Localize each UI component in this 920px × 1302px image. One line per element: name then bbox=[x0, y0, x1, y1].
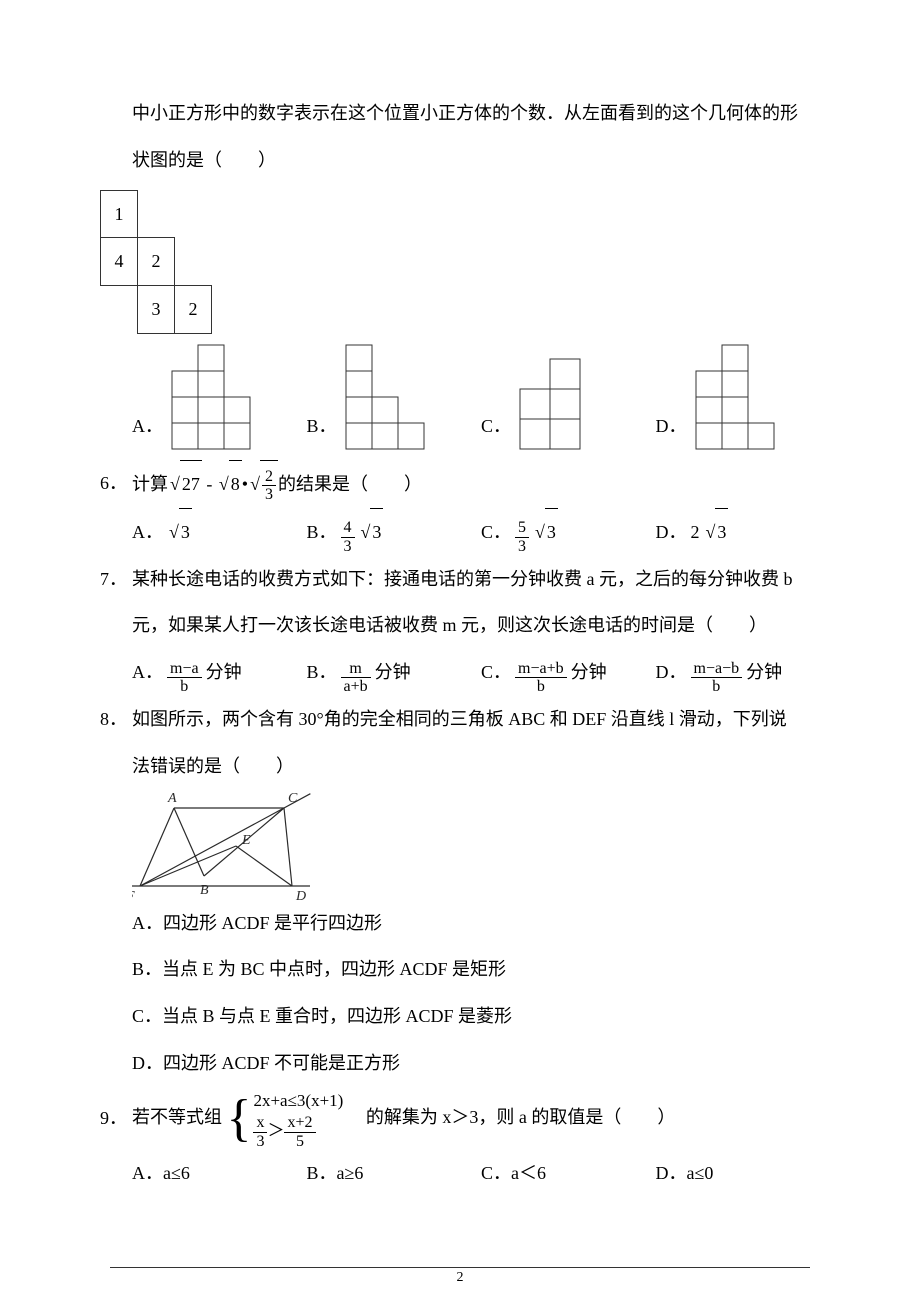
q8-opt-b: B．当点 E 为 BC 中点时，四边形 ACDF 是矩形 bbox=[100, 946, 820, 993]
q7-opt-a: A．m−ab分钟 bbox=[132, 649, 297, 696]
svg-text:E: E bbox=[241, 833, 251, 848]
q5-shape-c bbox=[519, 358, 581, 450]
q5-cube-grid: 1 4 2 3 2 bbox=[100, 190, 212, 334]
cube-cell: 2 bbox=[138, 238, 175, 286]
q7-options: A．m−ab分钟 B．ma+b分钟 C．m−a+bb分钟 D．m−a−bb分钟 bbox=[100, 649, 820, 696]
q9: 9． 若不等式组 { 2x+a≤3(x+1) x3＞x+25 的解集为 x＞3，… bbox=[100, 1087, 820, 1150]
q7-opt-c: C．m−a+bb分钟 bbox=[481, 649, 646, 696]
q5-shape-d bbox=[695, 344, 775, 450]
cube-cell: 4 bbox=[101, 238, 138, 286]
svg-text:A: A bbox=[167, 791, 177, 806]
q8-figure-wrap: A C F D B E bbox=[100, 790, 820, 900]
q6-options: A．3 B．433 C．533 D．23 bbox=[100, 508, 820, 556]
q5-options: A． B． C． D． bbox=[100, 344, 820, 450]
q5-stem-line1: 中小正方形中的数字表示在这个位置小正方体的个数．从左面看到的这个几何体的形 bbox=[100, 90, 820, 137]
q8-opt-c: C．当点 B 与点 E 重合时，四边形 ACDF 是菱形 bbox=[100, 993, 820, 1040]
svg-text:F: F bbox=[132, 889, 135, 900]
q6-opt-b: B．433 bbox=[307, 508, 472, 556]
q8-figure: A C F D B E bbox=[132, 790, 332, 900]
q5-opt-c: C． bbox=[481, 358, 646, 450]
q7-line1: 某种长途电话的收费方式如下：接通电话的第一分钟收费 a 元，之后的每分钟收费 b bbox=[132, 556, 793, 603]
q8-opt-a: A．四边形 ACDF 是平行四边形 bbox=[100, 900, 820, 947]
q7-opt-b: B．ma+b分钟 bbox=[307, 649, 472, 696]
q5-shape-a bbox=[171, 344, 251, 450]
q6-stem: 计算27 - 8•23的结果是（ ） bbox=[132, 460, 422, 508]
q9-opt-c: C．a＜6 bbox=[481, 1150, 646, 1197]
q6: 6． 计算27 - 8•23的结果是（ ） bbox=[100, 460, 820, 508]
q7-num: 7． bbox=[100, 556, 132, 603]
q5-opt-a: A． bbox=[132, 344, 297, 450]
cube-cell: 1 bbox=[101, 190, 138, 238]
q7-opt-d: D．m−a−bb分钟 bbox=[656, 649, 821, 696]
q9-num: 9． bbox=[100, 1095, 132, 1142]
svg-text:D: D bbox=[295, 889, 306, 900]
left-brace-icon: { bbox=[227, 1098, 252, 1140]
svg-text:C: C bbox=[288, 791, 298, 806]
q9-options: A．a≤6 B．a≥6 C．a＜6 D．a≤0 bbox=[100, 1150, 820, 1197]
q6-opt-a: A．3 bbox=[132, 508, 297, 556]
page-footer: 2 bbox=[110, 1267, 810, 1287]
q7-line2: 元，如果某人打一次该长途电话被收费 m 元，则这次长途电话的时间是（ ） bbox=[100, 602, 820, 649]
q8-num: 8． bbox=[100, 696, 132, 743]
cube-cell: 3 bbox=[138, 286, 175, 334]
q9-opt-b: B．a≥6 bbox=[307, 1150, 472, 1197]
q5-opt-b: B． bbox=[307, 344, 472, 450]
q8: 8． 如图所示，两个含有 30°角的完全相同的三角板 ABC 和 DEF 沿直线… bbox=[100, 696, 820, 743]
q9-opt-a: A．a≤6 bbox=[132, 1150, 297, 1197]
q9-opt-d: D．a≤0 bbox=[656, 1150, 821, 1197]
q9-stem: 若不等式组 { 2x+a≤3(x+1) x3＞x+25 的解集为 x＞3，则 a… bbox=[132, 1087, 675, 1150]
q6-opt-d: D．23 bbox=[656, 508, 821, 556]
q8-line2: 法错误的是（ ） bbox=[100, 743, 820, 790]
q8-line1: 如图所示，两个含有 30°角的完全相同的三角板 ABC 和 DEF 沿直线 l … bbox=[132, 696, 787, 743]
svg-text:B: B bbox=[200, 883, 209, 898]
q8-opt-d: D．四边形 ACDF 不可能是正方形 bbox=[100, 1040, 820, 1087]
q6-num: 6． bbox=[100, 460, 132, 507]
page-number: 2 bbox=[457, 1270, 464, 1285]
q6-opt-c: C．533 bbox=[481, 508, 646, 556]
q5-shape-b bbox=[345, 344, 425, 450]
q7: 7． 某种长途电话的收费方式如下：接通电话的第一分钟收费 a 元，之后的每分钟收… bbox=[100, 556, 820, 603]
page-content: 中小正方形中的数字表示在这个位置小正方体的个数．从左面看到的这个几何体的形 状图… bbox=[0, 0, 920, 1237]
q5-stem-line2: 状图的是（ ） bbox=[100, 137, 820, 184]
cube-cell: 2 bbox=[175, 286, 212, 334]
q5-opt-d: D． bbox=[656, 344, 821, 450]
